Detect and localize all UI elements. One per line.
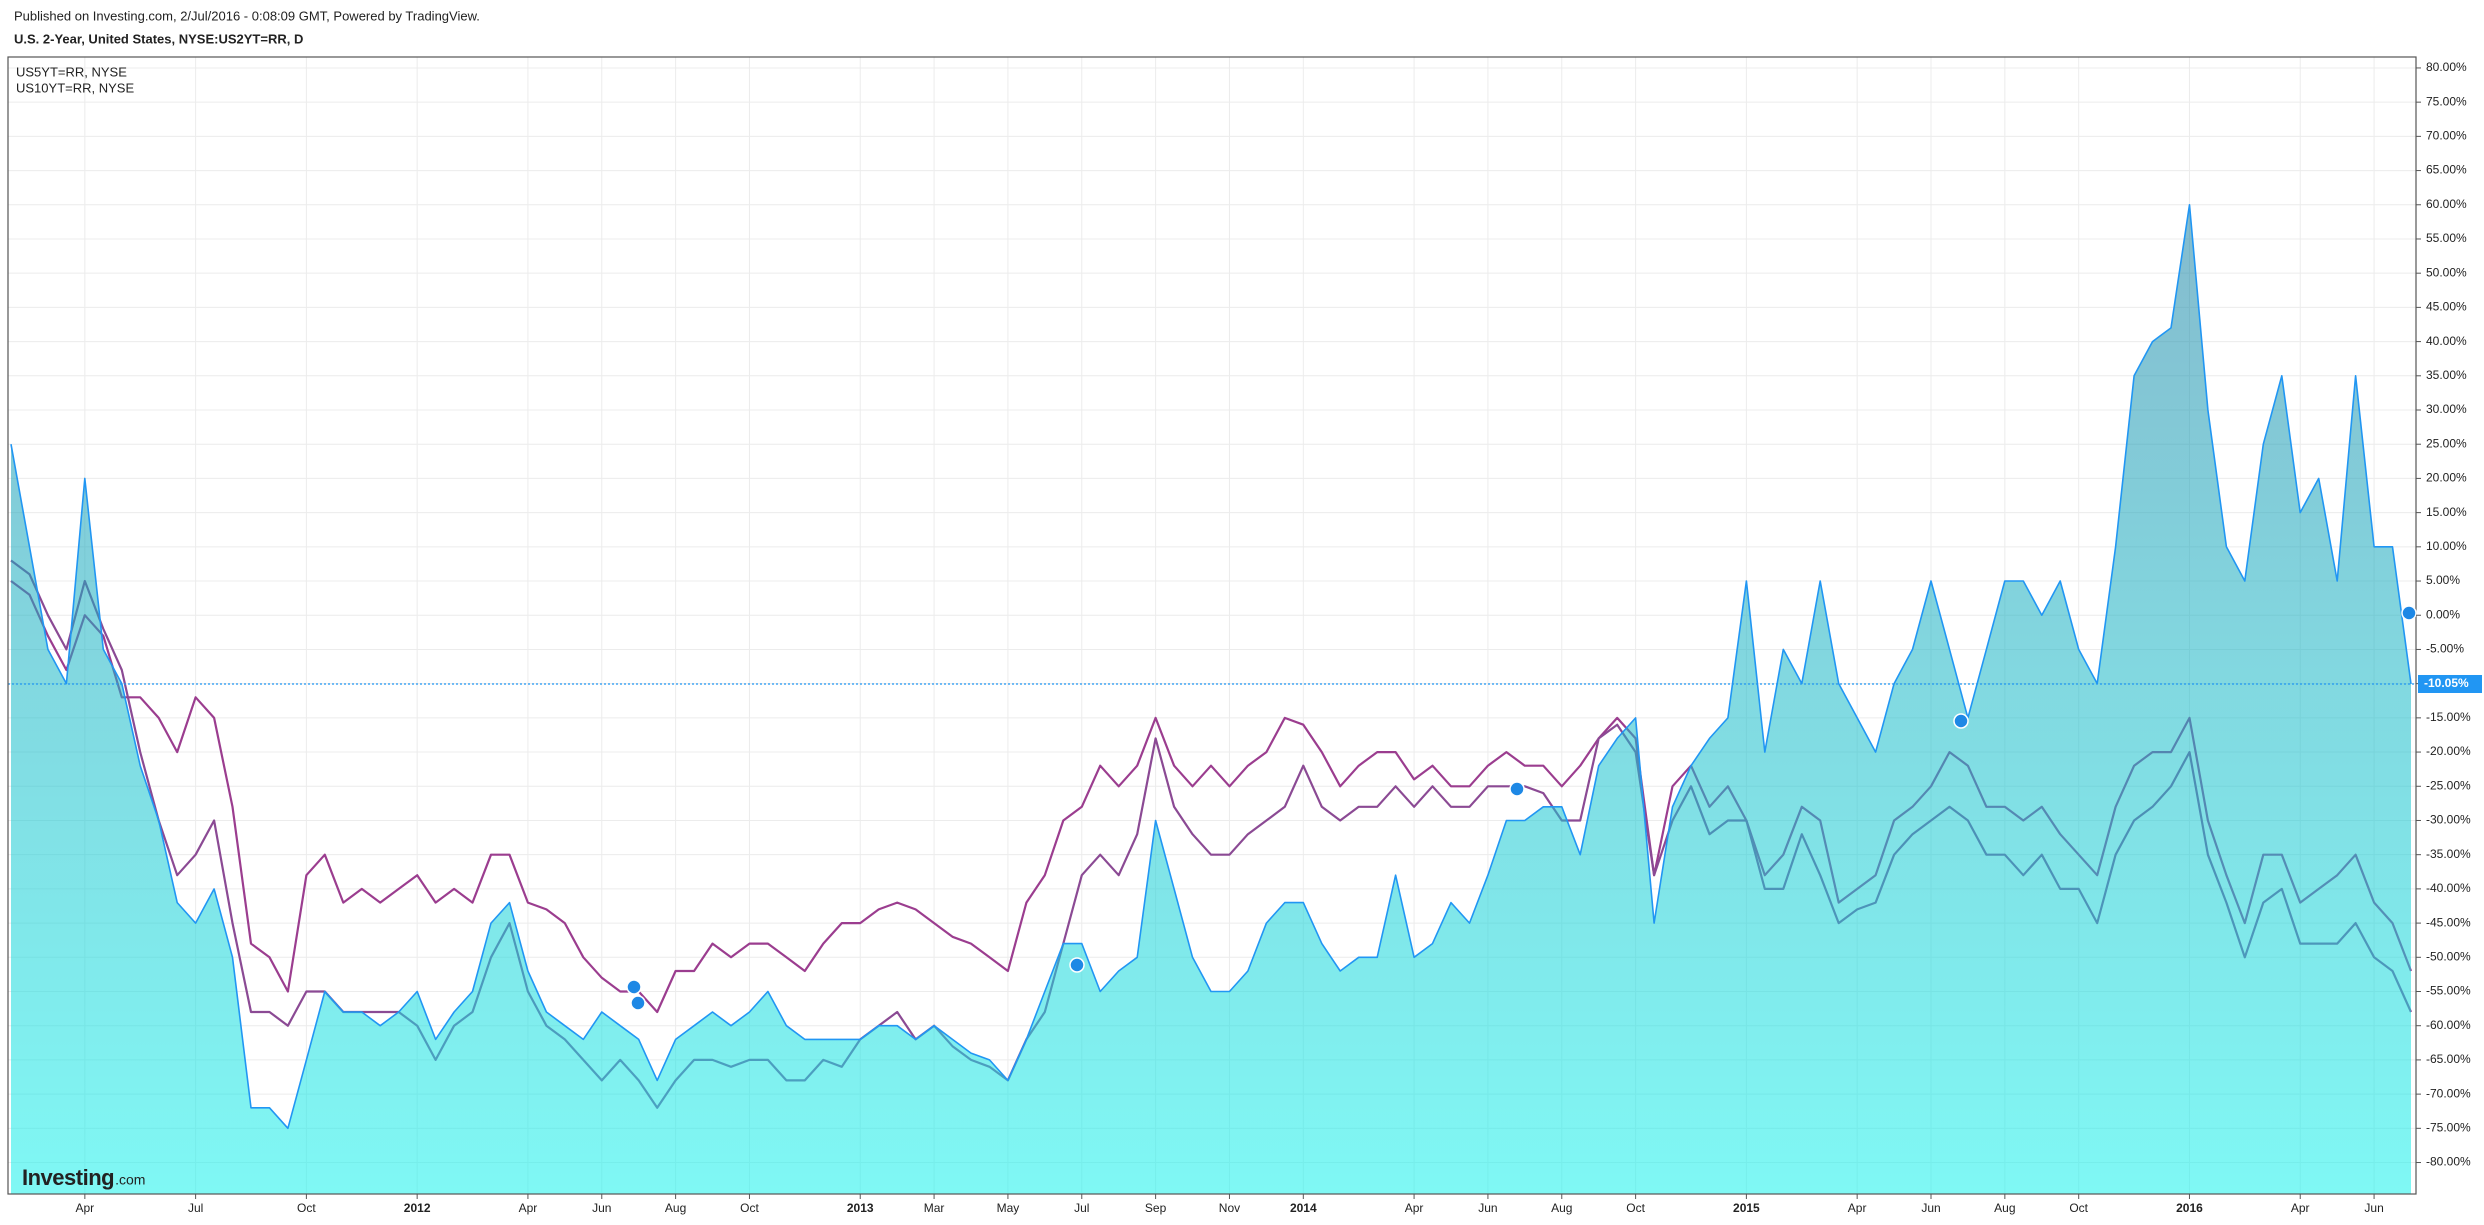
y-tick-label: -40.00% — [2426, 881, 2471, 895]
y-tick-label: 40.00% — [2426, 334, 2467, 348]
y-tick-label: -50.00% — [2426, 949, 2471, 963]
area-layer — [10, 204, 2412, 1195]
series-area — [11, 204, 2411, 1195]
published-note: Published on Investing.com, 2/Jul/2016 -… — [14, 8, 480, 23]
x-tick-label: Oct — [1626, 1201, 1645, 1215]
y-tick-label: -55.00% — [2426, 984, 2471, 998]
publication-markers — [626, 605, 2417, 1011]
last-price-badge — [2418, 674, 2482, 693]
last-price-label: -10.05% — [2424, 676, 2469, 690]
publication-marker — [1069, 957, 1085, 973]
y-tick-label: -80.00% — [2426, 1155, 2471, 1169]
y-tick-label: 25.00% — [2426, 436, 2467, 450]
x-tick-label: Apr — [1848, 1201, 1867, 1215]
y-tick-label: 35.00% — [2426, 368, 2467, 382]
x-tick-label: Jun — [1921, 1201, 1940, 1215]
x-tick-label: Aug — [1994, 1201, 2015, 1215]
y-tick-label: -60.00% — [2426, 1018, 2471, 1032]
x-tick-label: 2015 — [1733, 1201, 1760, 1215]
publication-marker — [1953, 713, 1969, 729]
x-tick-label: Oct — [2069, 1201, 2088, 1215]
y-tick-label: -65.00% — [2426, 1052, 2471, 1066]
x-tick-label: Jun — [1478, 1201, 1497, 1215]
publication-marker — [626, 979, 642, 995]
publication-marker — [2401, 605, 2417, 621]
y-tick-label: -70.00% — [2426, 1086, 2471, 1100]
x-tick-label: 2016 — [2176, 1201, 2203, 1215]
y-tick-label: -75.00% — [2426, 1120, 2471, 1134]
publication-marker — [1509, 781, 1525, 797]
x-tick-label: Apr — [519, 1201, 538, 1215]
y-tick-label: -45.00% — [2426, 915, 2471, 929]
y-tick-label: -20.00% — [2426, 744, 2471, 758]
x-tick-label: 2014 — [1290, 1201, 1317, 1215]
x-tick-label: Aug — [665, 1201, 686, 1215]
series-line — [10, 204, 2412, 1130]
watermark-suffix: .com — [115, 1172, 145, 1188]
chart-title: U.S. 2-Year, United States, NYSE:US2YT=R… — [14, 31, 303, 46]
y-tick-label: -30.00% — [2426, 813, 2471, 827]
y-tick-label: -35.00% — [2426, 847, 2471, 861]
x-tick-label: Nov — [1219, 1201, 1240, 1215]
y-tick-label: 80.00% — [2426, 60, 2467, 74]
y-tick-label: 10.00% — [2426, 539, 2467, 553]
y-tick-label: 0.00% — [2426, 607, 2460, 621]
watermark-brand: Investing — [22, 1165, 114, 1190]
y-tick-label: 60.00% — [2426, 197, 2467, 211]
y-tick-label: -15.00% — [2426, 710, 2471, 724]
y-tick-label: 55.00% — [2426, 231, 2467, 245]
x-tick-label: 2013 — [847, 1201, 874, 1215]
y-tick-label: 75.00% — [2426, 94, 2467, 108]
x-tick-label: Apr — [2291, 1201, 2310, 1215]
x-tick-label: Aug — [1551, 1201, 1572, 1215]
x-tick-label: Oct — [297, 1201, 316, 1215]
y-tick-label: 30.00% — [2426, 402, 2467, 416]
y-tick-label: 20.00% — [2426, 471, 2467, 485]
x-tick-label: Mar — [924, 1201, 945, 1215]
y-tick-label: 65.00% — [2426, 163, 2467, 177]
publication-marker — [630, 995, 646, 1011]
x-tick-label: Jul — [1074, 1201, 1089, 1215]
x-tick-label: 2012 — [404, 1201, 431, 1215]
y-tick-label: 15.00% — [2426, 505, 2467, 519]
y-tick-label: 50.00% — [2426, 265, 2467, 279]
legend-entry: US10YT=RR, NYSE — [16, 80, 134, 95]
x-tick-label: Jul — [188, 1201, 203, 1215]
y-tick-label: -25.00% — [2426, 778, 2471, 792]
y-tick-label: 5.00% — [2426, 573, 2460, 587]
x-tick-label: Apr — [1405, 1201, 1424, 1215]
y-tick-label: 45.00% — [2426, 300, 2467, 314]
x-tick-label: Sep — [1145, 1201, 1167, 1215]
x-tick-label: May — [997, 1201, 1020, 1215]
x-tick-label: Oct — [740, 1201, 759, 1215]
y-tick-label: -5.00% — [2426, 642, 2464, 656]
x-tick-label: Apr — [76, 1201, 95, 1215]
legend-entry: US5YT=RR, NYSE — [16, 64, 127, 79]
x-tick-label: Jun — [592, 1201, 611, 1215]
y-tick-label: 70.00% — [2426, 129, 2467, 143]
x-tick-label: Jun — [2364, 1201, 2383, 1215]
